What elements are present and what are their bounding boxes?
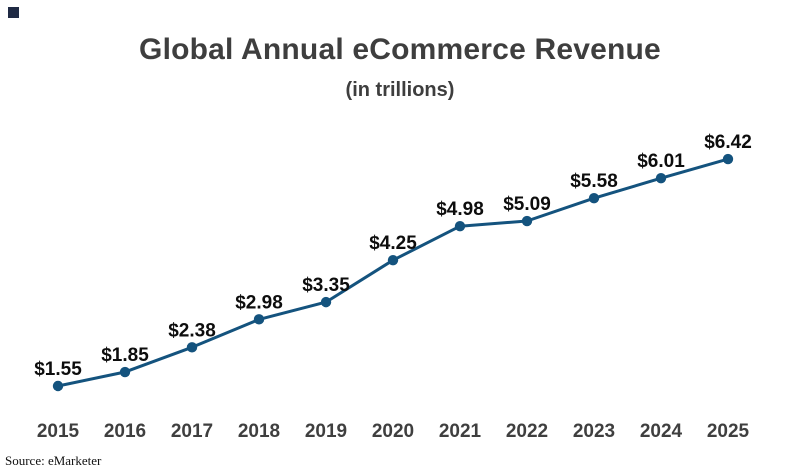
logo-mark xyxy=(8,7,19,18)
data-point xyxy=(722,153,734,165)
data-label: $4.98 xyxy=(436,199,484,220)
x-axis-label: 2024 xyxy=(640,421,683,442)
data-point xyxy=(655,172,667,184)
x-axis-label: 2019 xyxy=(305,421,347,442)
data-point xyxy=(52,380,64,392)
data-point xyxy=(320,296,332,308)
chart-subtitle: (in trillions) xyxy=(345,79,455,101)
x-axis-label: 2018 xyxy=(238,421,280,442)
data-label: $2.98 xyxy=(235,292,283,313)
data-point xyxy=(521,215,533,227)
x-axis-label: 2020 xyxy=(372,421,414,442)
source-caption: Source: eMarketer xyxy=(5,453,102,468)
data-label: $5.09 xyxy=(503,194,551,215)
data-label: $1.85 xyxy=(101,345,149,366)
x-axis-label: 2021 xyxy=(439,421,482,442)
x-axis-label: 2022 xyxy=(506,421,548,442)
x-axis-label: 2017 xyxy=(171,421,213,442)
data-label: $2.38 xyxy=(168,320,216,341)
data-point xyxy=(588,193,600,204)
chart-title: Global Annual eCommerce Revenue xyxy=(139,33,661,66)
data-point xyxy=(454,220,466,232)
x-axis-label: 2016 xyxy=(104,421,146,442)
data-point xyxy=(387,254,399,266)
data-label: $5.58 xyxy=(570,171,618,192)
x-axis-label: 2015 xyxy=(37,421,80,442)
data-point xyxy=(253,314,265,325)
x-axis-label: 2025 xyxy=(707,421,750,442)
data-label: $1.55 xyxy=(34,359,82,380)
data-label: $6.01 xyxy=(637,151,685,172)
data-label: $6.42 xyxy=(704,132,752,153)
x-axis-label: 2023 xyxy=(573,421,615,442)
trend-line xyxy=(56,157,730,388)
data-label: $3.35 xyxy=(302,275,350,296)
data-point xyxy=(186,342,198,353)
data-point xyxy=(119,366,131,378)
data-label: $4.25 xyxy=(369,233,417,254)
